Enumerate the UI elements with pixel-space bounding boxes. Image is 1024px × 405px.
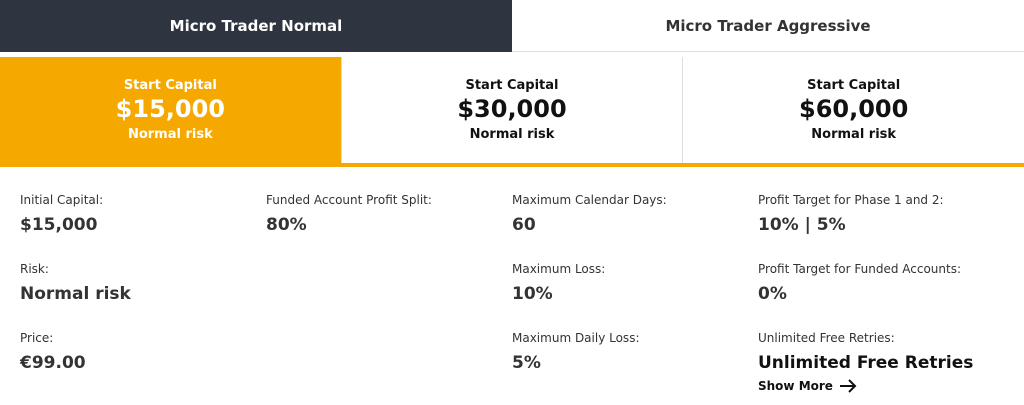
detail-label: Maximum Daily Loss:	[512, 331, 640, 345]
detail-label: Profit Target for Phase 1 and 2:	[758, 193, 944, 207]
detail-item: Unlimited Free Retries: Unlimited Free Re…	[758, 331, 998, 400]
detail-value: 80%	[266, 215, 307, 235]
show-more[interactable]: Show More	[758, 379, 857, 393]
detail-item: Initial Capital: $15,000	[20, 193, 260, 262]
detail-value: €99.00	[20, 353, 86, 373]
detail-value: 0%	[758, 284, 787, 304]
detail-value: 5%	[512, 353, 541, 373]
plan-heading: Start Capital	[465, 78, 559, 93]
details: Show More Initial Capital: $15,000 Risk: No…	[0, 167, 1024, 405]
plan-amount: $30,000	[457, 95, 567, 123]
plan-card[interactable]: Start Capital $15,000 Normal risk	[0, 57, 341, 163]
detail-label: Initial Capital:	[20, 193, 104, 207]
detail-item: Price: €99.00	[20, 331, 260, 400]
plan-selector: Start Capital $15,000 Normal risk Start Cap…	[0, 57, 1024, 167]
detail-item: Funded Account Profit Split: 80%	[266, 193, 506, 262]
detail-item: Maximum Daily Loss: 5%	[512, 331, 752, 400]
detail-label: Profit Target for Funded Accounts:	[758, 262, 962, 276]
plan-risk: Normal risk	[469, 127, 555, 142]
detail-item: Profit Target for Phase 1 and 2: 10% | 5%	[758, 193, 998, 262]
plan-risk: Normal risk	[127, 127, 213, 142]
detail-label: Unlimited Free Retries:	[758, 331, 895, 345]
plan-card[interactable]: Start Capital $60,000 Normal risk	[682, 57, 1024, 163]
plan-risk: Normal risk	[811, 127, 897, 142]
plan-amount: $60,000	[799, 95, 909, 123]
detail-value: 60	[512, 215, 536, 235]
detail-label: Maximum Calendar Days:	[512, 193, 667, 207]
detail-column: Profit Target for Phase 1 and 2: 10% | 5%…	[758, 193, 998, 400]
detail-item: Maximum Calendar Days: 60	[512, 193, 752, 262]
tab[interactable]: Micro Trader Normal	[0, 0, 512, 52]
detail-column: Initial Capital: $15,000 Risk: Normal risk P…	[20, 193, 260, 400]
detail-column: Maximum Calendar Days: 60 Maximum Loss: 10%…	[512, 193, 752, 400]
arrow-icon	[839, 379, 857, 393]
tab-bar: Micro Trader Normal Micro Trader Aggressi…	[0, 0, 1024, 52]
detail-label: Maximum Loss:	[512, 262, 606, 276]
detail-value: 10% | 5%	[758, 215, 846, 235]
plan-card[interactable]: Start Capital $30,000 Normal risk	[340, 57, 683, 163]
detail-label: Funded Account Profit Split:	[266, 193, 432, 207]
detail-column: Funded Account Profit Split: 80%	[266, 193, 506, 262]
plan-heading: Start Capital	[123, 78, 217, 93]
tab[interactable]: Micro Trader Aggressive	[512, 0, 1024, 52]
plan-heading: Start Capital	[807, 78, 901, 93]
show-more-label: Show More	[758, 379, 833, 393]
detail-item: Risk: Normal risk	[20, 262, 260, 331]
detail-item: Maximum Loss: 10%	[512, 262, 752, 331]
detail-value: 10%	[512, 284, 553, 304]
detail-value: Unlimited Free Retries	[758, 353, 974, 373]
detail-value: Normal risk	[20, 284, 131, 304]
detail-item: Profit Target for Funded Accounts: 0%	[758, 262, 998, 331]
detail-label: Risk:	[20, 262, 49, 276]
detail-value: $15,000	[20, 215, 98, 235]
plan-amount: $15,000	[115, 95, 225, 123]
detail-label: Price:	[20, 331, 54, 345]
